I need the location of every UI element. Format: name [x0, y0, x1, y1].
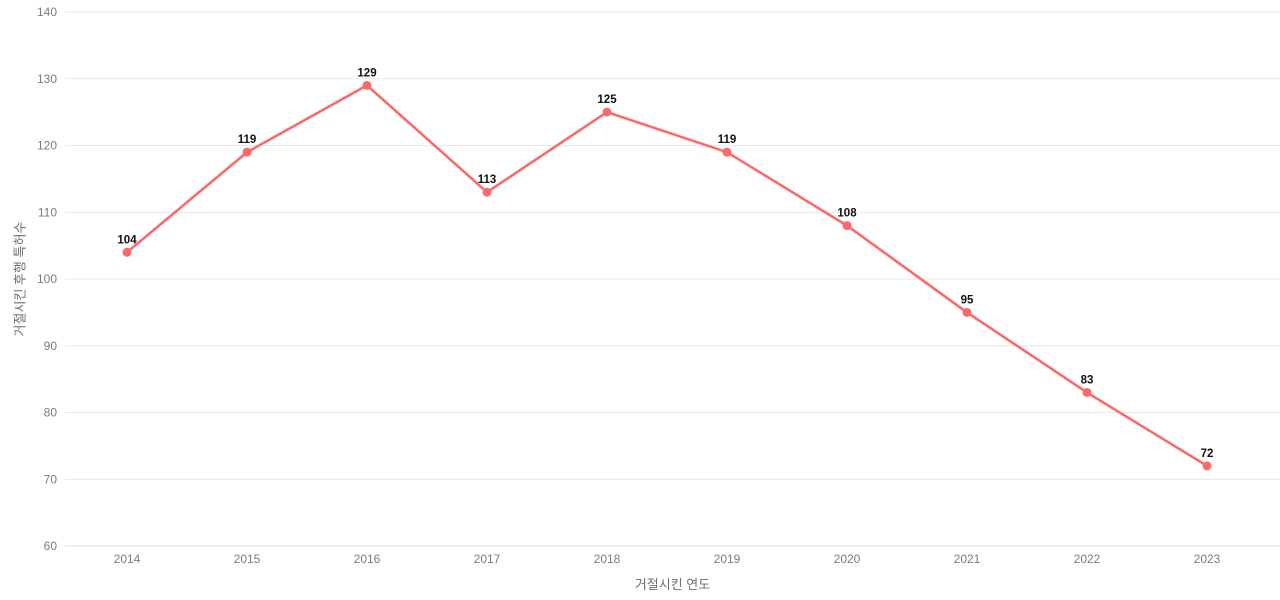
x-tick-label: 2019	[714, 552, 741, 566]
data-point	[242, 147, 252, 157]
data-point-label: 108	[837, 208, 857, 220]
data-point	[1082, 387, 1092, 397]
x-tick-label: 2020	[834, 552, 861, 566]
data-point-label: 104	[117, 234, 137, 246]
y-tick-label: 110	[38, 205, 57, 219]
data-point	[362, 80, 372, 90]
y-tick-label: 140	[37, 5, 57, 19]
data-point-label: 125	[597, 94, 617, 106]
y-tick-label: 130	[37, 72, 57, 86]
data-point	[602, 107, 612, 117]
data-point-label: 95	[961, 294, 974, 306]
data-point	[1202, 461, 1212, 471]
data-point-label: 113	[478, 174, 497, 186]
x-tick-label: 2022	[1074, 552, 1101, 566]
x-tick-label: 2021	[954, 552, 981, 566]
data-point-label: 119	[238, 134, 257, 146]
x-tick-label: 2017	[474, 552, 501, 566]
y-tick-label: 80	[44, 406, 58, 420]
data-point-label: 119	[718, 134, 737, 146]
x-axis-title: 거절시킨 연도	[634, 577, 711, 592]
data-point	[722, 147, 732, 157]
data-point-label: 72	[1201, 448, 1214, 460]
y-tick-label: 60	[44, 539, 58, 553]
y-tick-label: 70	[44, 472, 58, 486]
y-tick-label: 120	[37, 139, 57, 153]
data-point	[962, 307, 972, 317]
y-tick-label: 100	[37, 272, 57, 286]
x-tick-label: 2018	[594, 552, 621, 566]
x-tick-label: 2015	[234, 552, 261, 566]
data-point	[122, 247, 132, 257]
data-point	[482, 187, 492, 197]
data-point-label: 129	[357, 67, 376, 79]
x-tick-label: 2023	[1194, 552, 1221, 566]
x-tick-label: 2016	[354, 552, 381, 566]
x-tick-label: 2014	[114, 552, 141, 566]
y-axis-title: 거절시킨 후행 특허수	[12, 221, 28, 337]
data-point-label: 83	[1081, 374, 1094, 386]
y-tick-label: 90	[44, 339, 58, 353]
data-point	[842, 221, 852, 231]
data-line	[125, 84, 1209, 468]
